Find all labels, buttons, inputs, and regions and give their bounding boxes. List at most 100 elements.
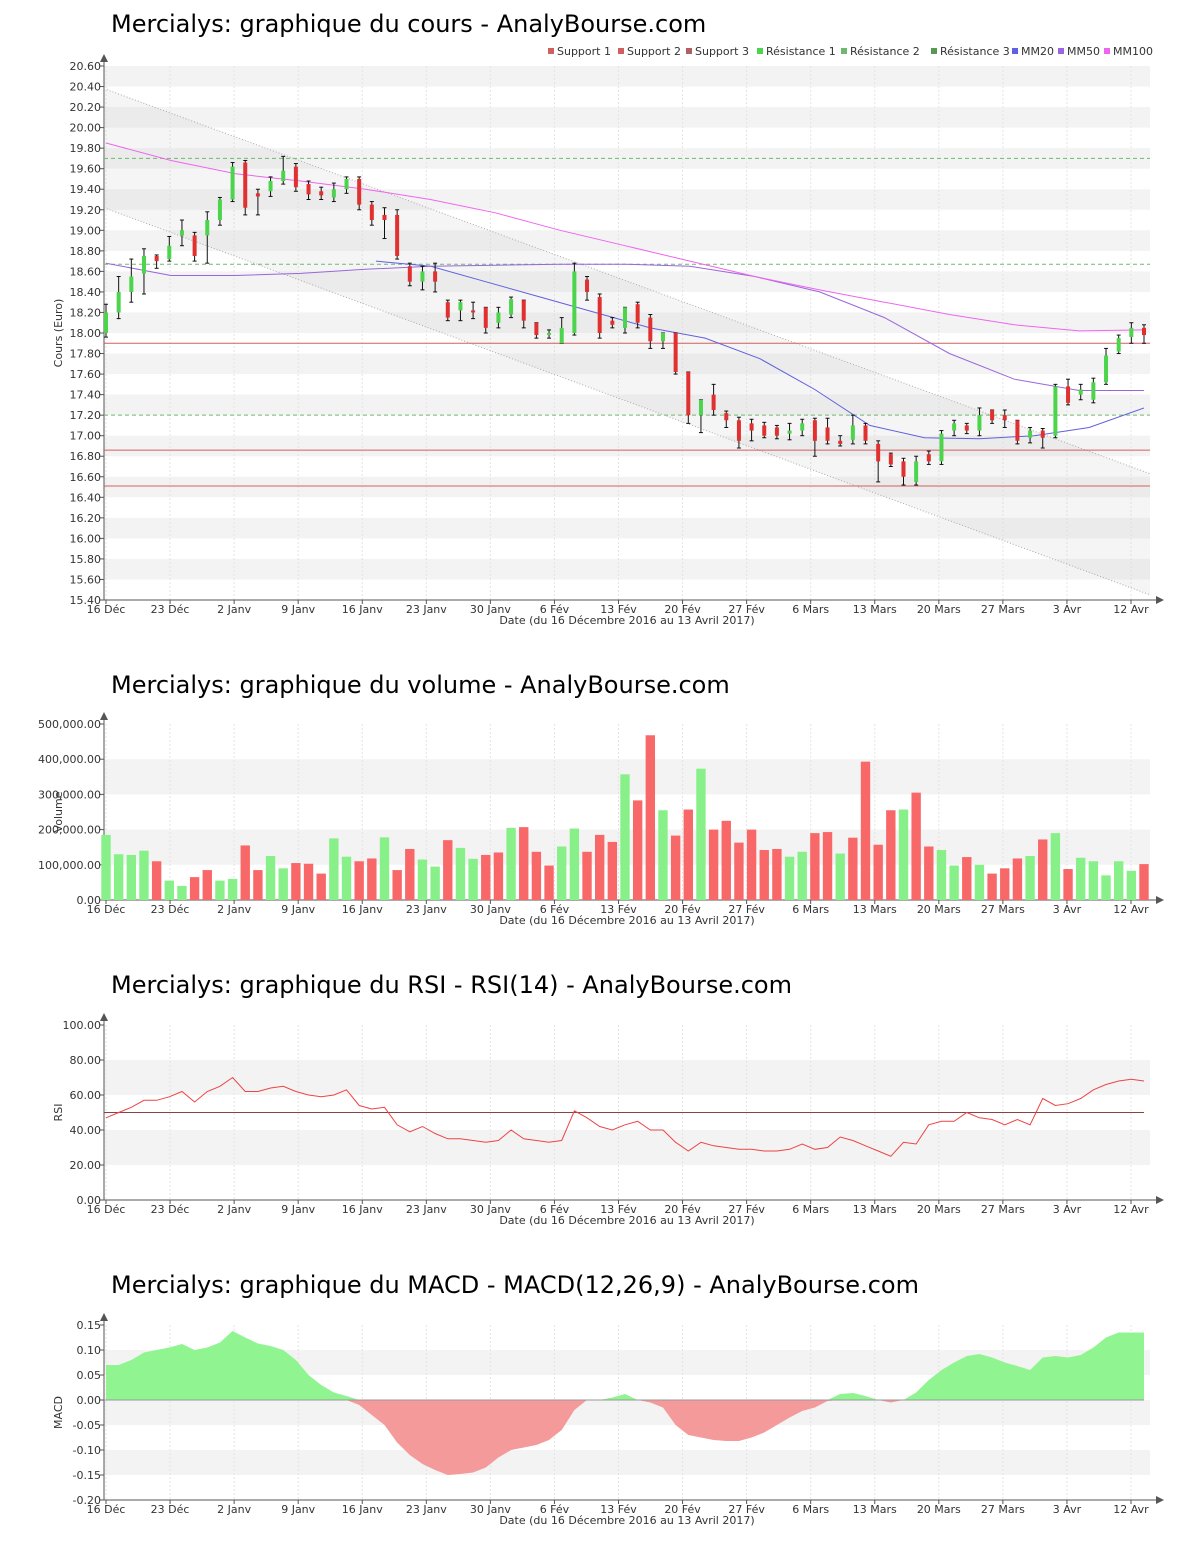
x-tick-label: 23 Janv [406, 603, 447, 616]
candle-body [179, 230, 184, 236]
y-tick-label: 19.40 [70, 183, 102, 196]
candle-body [1129, 327, 1134, 338]
volume-bar [303, 863, 314, 900]
volume-bar [759, 850, 769, 900]
y-axis-arrow [100, 712, 108, 720]
volume-bar [544, 865, 554, 900]
x-tick-label: 16 Janv [342, 1203, 383, 1216]
x-tick-label: 13 Fév [600, 1503, 637, 1516]
y-tick-label: 18.00 [70, 327, 102, 340]
candle-body [1104, 355, 1109, 383]
y-tick-label: 18.80 [70, 245, 102, 258]
legend-label: Support 2 [627, 45, 681, 58]
volume-bar [126, 854, 137, 900]
volume-bar [1076, 857, 1086, 900]
volume-bar [367, 858, 377, 900]
volume-bar [227, 878, 238, 900]
volume-bar [860, 761, 871, 900]
volume-bar [987, 873, 997, 900]
candle-body [319, 191, 324, 196]
candle-body [686, 372, 691, 416]
volume-bar [468, 858, 478, 900]
y-tick-label: 20.60 [70, 60, 102, 73]
candle-body [585, 279, 590, 292]
x-tick-label: 27 Fév [728, 903, 765, 916]
y-tick-label: 17.20 [70, 409, 102, 422]
y-tick-label: 100.00 [63, 1019, 102, 1032]
x-tick-label: 23 Déc [151, 603, 190, 616]
candle-body [698, 399, 703, 416]
macd-chart: 16 Déc 23 Déc 2 Janv 9 Janv 16 Janv 23 Janv 30… [52, 1313, 1164, 1527]
y-axis-arrow [100, 1013, 108, 1021]
y-tick-label: 16.80 [70, 450, 102, 463]
candle-body [711, 394, 716, 411]
volume-bar [177, 885, 187, 900]
y-tick-label: 16.60 [70, 471, 102, 484]
candle-body [344, 178, 349, 190]
x-tick-label: 13 Fév [600, 603, 637, 616]
candle-body [129, 276, 134, 292]
legend-label: Résistance 3 [940, 45, 1010, 58]
volume-bar [531, 851, 542, 900]
volume-bar [1088, 861, 1099, 900]
candle-body [293, 166, 298, 188]
price-band [104, 558, 1150, 580]
y-tick-label: 19.20 [70, 204, 102, 217]
candle-body [306, 184, 311, 195]
volume-bar [253, 870, 263, 900]
x-tick-label: 30 Janv [470, 603, 511, 616]
y-tick-label: 17.40 [70, 389, 102, 402]
y-tick-label: 18.20 [70, 306, 102, 319]
legend-swatch [686, 48, 692, 54]
y-tick-label: 500,000.00 [38, 718, 101, 731]
y-tick-label: 15.80 [70, 553, 102, 566]
x-axis-label: Date (du 16 Décembre 2016 au 13 Avril 20… [499, 1214, 754, 1227]
x-tick-label: 20 Mars [917, 603, 961, 616]
legend-swatch [1058, 48, 1064, 54]
y-tick-label: 20.00 [70, 1159, 102, 1172]
candle-body [382, 214, 387, 221]
price-band [104, 189, 1150, 210]
volume-bar [569, 828, 580, 900]
x-tick-label: 6 Fév [540, 1203, 570, 1216]
x-tick-label: 23 Janv [406, 903, 447, 916]
y-tick-label: -0.15 [73, 1469, 101, 1482]
mm100-line [105, 142, 1145, 332]
x-tick-label: 3 Avr [1053, 603, 1082, 616]
x-tick-label: 12 Avr [1113, 603, 1149, 616]
volume-bar [417, 859, 428, 900]
y-tick-label: 20.40 [70, 81, 102, 94]
volume-bar [886, 810, 896, 900]
y-axis-label: MACD [52, 1396, 65, 1429]
x-tick-label: 30 Janv [470, 1203, 511, 1216]
candle-body [800, 423, 805, 431]
candle-body [1053, 386, 1058, 436]
candle-body [547, 333, 552, 336]
x-tick-label: 16 Déc [87, 1203, 126, 1216]
y-axis-label: Cours (Euro) [52, 299, 65, 368]
rsi-band [104, 1060, 1150, 1095]
y-tick-label: 0.05 [77, 1369, 102, 1382]
macd-panel: Mercialys: graphique du MACD - MACD(12,2… [0, 1271, 1200, 1301]
volume-bar [721, 820, 731, 900]
x-tick-label: 16 Déc [87, 603, 126, 616]
x-tick-label: 6 Fév [540, 603, 570, 616]
volume-bar [746, 829, 757, 900]
volume-bar [645, 735, 656, 900]
volume-bar [265, 856, 276, 900]
y-tick-label: 0.10 [77, 1344, 102, 1357]
volume-bar [810, 833, 820, 900]
volume-bar [1038, 839, 1048, 900]
x-tick-label: 23 Déc [151, 1503, 190, 1516]
y-axis-label: RSI [52, 1104, 65, 1122]
candle-body [597, 297, 602, 333]
candle-body [610, 320, 615, 325]
x-tick-label: 16 Déc [87, 903, 126, 916]
candle-body [154, 255, 159, 262]
price-chart-title: Mercialys: graphique du cours - AnalyBou… [111, 10, 707, 38]
candle-body [458, 302, 463, 311]
x-tick-label: 30 Janv [470, 1503, 511, 1516]
y-tick-label: 17.60 [70, 368, 102, 381]
legend-label: Résistance 2 [850, 45, 920, 58]
volume-bar [1101, 875, 1111, 900]
